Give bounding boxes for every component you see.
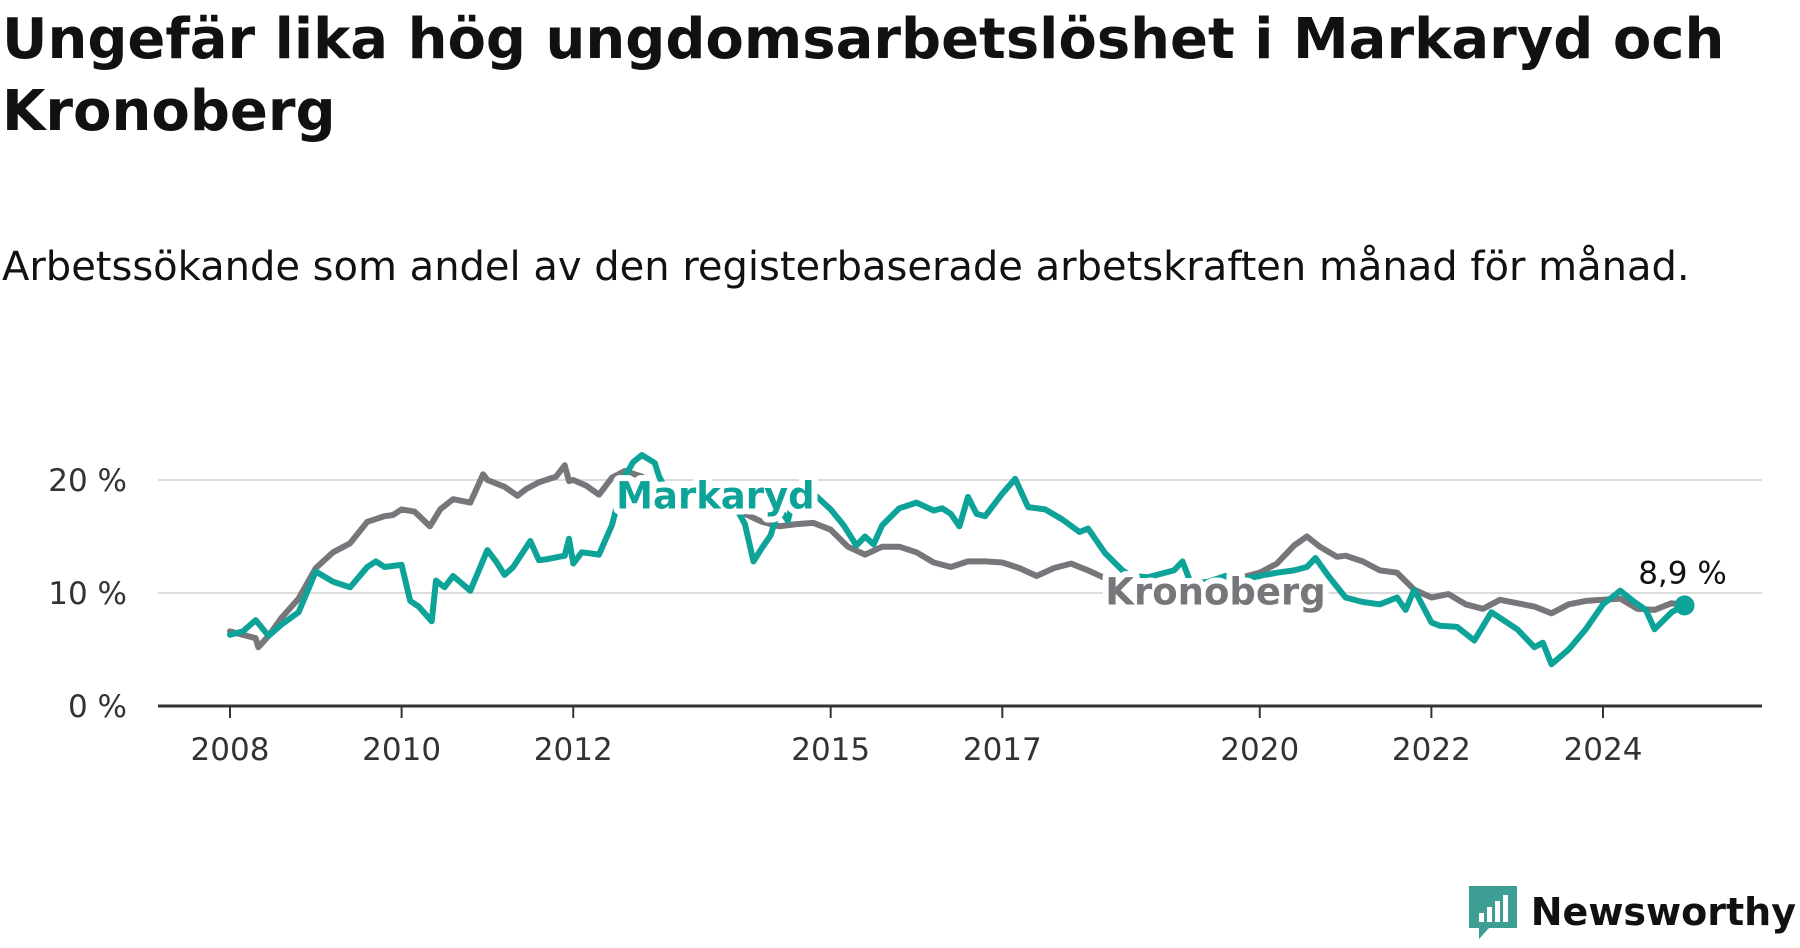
end-value-label: 8,9 % (1638, 555, 1727, 591)
x-tick-label: 2008 (191, 732, 270, 768)
series-label-markaryd: Markaryd (616, 474, 814, 517)
x-tick-label: 2020 (1220, 732, 1299, 768)
series-label-kronoberg: Kronoberg (1105, 570, 1325, 613)
y-tick-label: 20 % (48, 463, 127, 499)
x-tick-label: 2012 (534, 732, 613, 768)
gridlines (158, 479, 1762, 594)
brand-logo: Newsworthy (1465, 876, 1796, 948)
series-labels: Kronoberg Markaryd (610, 468, 1332, 619)
x-axis-ticks: 2008 2010 2012 2015 2017 2020 2022 2024 (191, 706, 1643, 768)
series-line-kronoberg (227, 462, 1688, 651)
series-line-markaryd (227, 452, 1688, 668)
page-subtitle: Arbetssökande som andel av den registerb… (2, 244, 1690, 290)
line-chart: 0 % 10 % 20 % 2008 2010 2012 2015 2017 2020 2022… (48, 452, 1762, 768)
x-tick-label: 2024 (1564, 732, 1643, 768)
x-tick-label: 2010 (362, 732, 441, 768)
x-tick-label: 2017 (963, 732, 1042, 768)
end-marker: 8,9 % (1634, 551, 1731, 616)
x-tick-label: 2015 (791, 732, 870, 768)
y-tick-label: 0 % (68, 689, 127, 725)
x-tick-label: 2022 (1392, 732, 1471, 768)
newsworthy-logo-icon (1468, 886, 1517, 939)
end-point-dot (1674, 595, 1695, 616)
brand-name: Newsworthy (1530, 890, 1796, 934)
y-axis-ticks: 0 % 10 % 20 % (48, 463, 127, 725)
page-title: Ungefär lika hög ungdomsarbetslöshet i M… (2, 7, 1725, 144)
y-tick-label: 10 % (48, 576, 127, 612)
series-lines (227, 452, 1688, 668)
